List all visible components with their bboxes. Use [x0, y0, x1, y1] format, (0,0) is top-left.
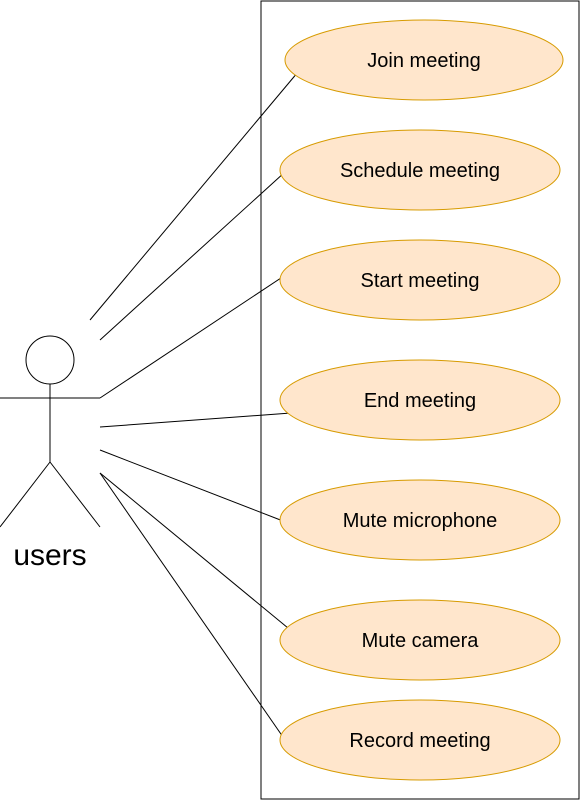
system-boundary [260, 0, 580, 800]
association-start-meeting [99, 269, 294, 399]
use-case-schedule-meeting[interactable]: Schedule meeting [279, 129, 561, 211]
use-case-mute-camera[interactable]: Mute camera [279, 599, 561, 681]
associations [89, 71, 299, 738]
use-case-ellipse [279, 479, 561, 561]
use-case-start-meeting[interactable]: Start meeting [279, 239, 561, 321]
use-case-label: Mute microphone [343, 510, 498, 532]
use-case-label: Mute camera [362, 630, 480, 652]
use-case-label: Start meeting [361, 270, 480, 292]
use-case-mute-microphone[interactable]: Mute microphone [279, 479, 561, 561]
use-case-ellipse [279, 129, 561, 211]
association-mute-microphone [99, 449, 284, 522]
use-case-ellipse [279, 239, 561, 321]
actor-label: users [13, 539, 86, 572]
association-join-meeting [89, 71, 299, 321]
association-end-meeting [99, 412, 292, 428]
use-case-label: Schedule meeting [340, 160, 500, 182]
use-case-join-meeting[interactable]: Join meeting [284, 19, 564, 101]
use-case-record-meeting[interactable]: Record meeting [279, 699, 561, 781]
actor-right-leg [49, 461, 101, 528]
actor-figure [0, 335, 101, 528]
use-case-ellipse [279, 599, 561, 681]
use-case-label: Record meeting [349, 730, 490, 752]
use-case-label: Join meeting [367, 50, 480, 72]
use-case-end-meeting[interactable]: End meeting [279, 359, 561, 441]
use-case-ellipse [284, 19, 564, 101]
actor-left-leg [0, 461, 51, 528]
use-case-label: End meeting [364, 390, 476, 412]
association-mute-camera [99, 472, 289, 629]
actor-head [25, 335, 75, 385]
association-record-meeting [99, 472, 284, 738]
use-case-ellipse [279, 699, 561, 781]
association-schedule-meeting [99, 171, 286, 341]
use-case-ellipse [279, 359, 561, 441]
